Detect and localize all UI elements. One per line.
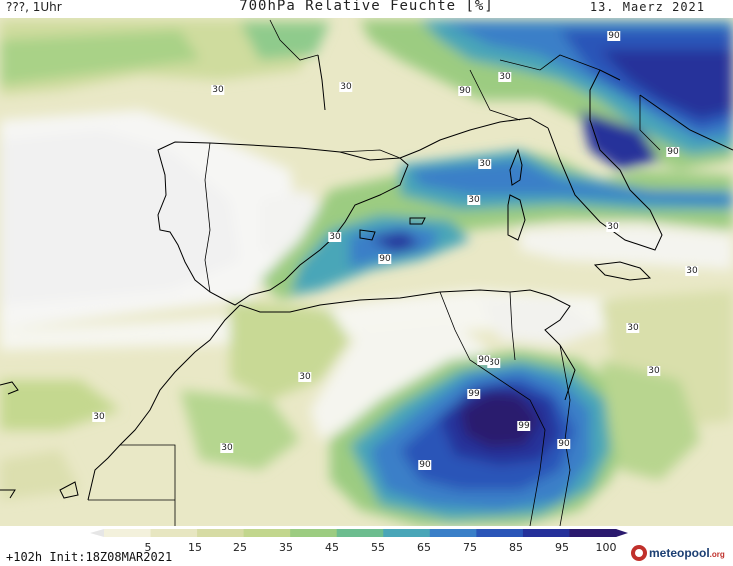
colorbar-tick: 45 (325, 541, 339, 554)
contour-label-90: 90 (477, 355, 491, 365)
contour-label-90: 90 (418, 460, 432, 470)
colorbar-tick: 35 (279, 541, 293, 554)
colorbar-swatch (104, 529, 152, 537)
colorbar-tick: 25 (233, 541, 247, 554)
colorbar-swatch (569, 529, 617, 537)
colorbar-swatch (522, 529, 570, 537)
header-bar: ???, 1Uhr 700hPa Relative Feuchte [%] 13… (0, 0, 733, 18)
logo-suffix: .org (709, 550, 725, 559)
colorbar-tick: 100 (595, 541, 617, 554)
colorbar-tick: 85 (509, 541, 523, 554)
colorbar-tick: 75 (463, 541, 477, 554)
colorbar-swatch (476, 529, 524, 537)
colorbar-swatch (429, 529, 477, 537)
humidity-map: 30 30 30 30 30 30 30 30 30 30 30 30 30 3… (0, 18, 733, 526)
colorbar-tick: 65 (417, 541, 431, 554)
contour-label: 30 (467, 195, 481, 205)
forecast-day-label: ???, 1Uhr (6, 0, 62, 14)
contour-label: 30 (647, 366, 661, 376)
logo-text: meteopool (649, 546, 710, 560)
valid-date: 13. Maerz 2021 (589, 0, 705, 14)
contour-label: 30 (606, 222, 620, 232)
colorbar-swatches (90, 529, 628, 537)
contour-label: 30 (220, 443, 234, 453)
contour-label: 30 (478, 159, 492, 169)
run-info: +102h Init:18Z08MAR2021 (6, 550, 173, 564)
colorbar-ticks: 5 15 25 35 45 55 65 75 85 95 100 (0, 541, 733, 555)
colorbar-swatch (383, 529, 431, 537)
colorbar-swatch (150, 529, 198, 537)
contour-label: 30 (92, 412, 106, 422)
contour-label: 30 (298, 372, 312, 382)
colorbar-tick: 55 (371, 541, 385, 554)
contour-label-90: 90 (458, 86, 472, 96)
colorbar-swatch (197, 529, 245, 537)
contour-label: 30 (685, 266, 699, 276)
contour-label-90: 90 (557, 439, 571, 449)
contour-label: 30 (211, 85, 225, 95)
contour-label-99: 99 (467, 389, 481, 399)
contour-label-99: 99 (517, 421, 531, 431)
colorbar-swatch (336, 529, 384, 537)
colorbar-max-arrow (616, 529, 628, 537)
contour-label-90: 90 (607, 31, 621, 41)
contour-label-90: 90 (666, 147, 680, 157)
country-borders (88, 19, 661, 526)
meteopool-logo[interactable]: meteopool.org (631, 545, 731, 565)
contour-label-90: 90 (378, 254, 392, 264)
contour-label: 30 (328, 232, 342, 242)
colorbar-tick: 15 (188, 541, 202, 554)
contour-label: 30 (498, 72, 512, 82)
contour-label: 30 (487, 358, 501, 368)
colorbar-min-arrow (90, 529, 104, 537)
colorbar (0, 526, 733, 566)
colorbar-swatch (243, 529, 291, 537)
contour-label: 30 (339, 82, 353, 92)
map-canvas (0, 18, 733, 526)
contour-label: 30 (626, 323, 640, 333)
map-title: 700hPa Relative Feuchte [%] (239, 0, 494, 14)
humidity-field (0, 20, 733, 526)
logo-icon (631, 545, 647, 561)
colorbar-tick: 5 (144, 541, 152, 554)
colorbar-swatch (290, 529, 338, 537)
colorbar-tick: 95 (555, 541, 569, 554)
